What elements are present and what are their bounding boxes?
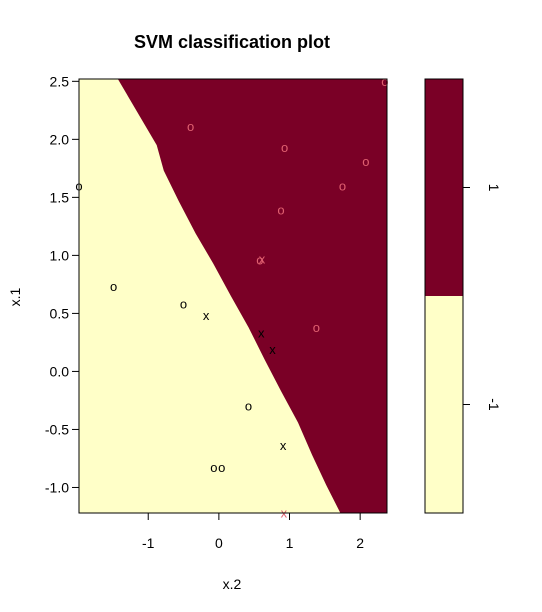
x-tick-label: 0 — [215, 535, 223, 551]
data-point: o — [313, 320, 320, 335]
x-tick-label: 1 — [286, 535, 294, 551]
data-points: ooooooxooxoooxxxoxoo — [75, 74, 388, 521]
data-point: o — [256, 253, 263, 268]
plot-area: ooooooxooxoooxxxoxoo — [75, 74, 388, 521]
chart-title: SVM classification plot — [134, 32, 330, 52]
y-tick-label: 0.5 — [50, 305, 70, 321]
region-class-1 — [117, 79, 387, 513]
x-tick-label: -1 — [142, 535, 155, 551]
data-point: o — [362, 154, 369, 169]
x-axis-label: x.2 — [223, 576, 242, 592]
y-tick-label: 1.5 — [50, 189, 70, 205]
legend-swatch-neg1 — [425, 296, 463, 513]
legend-frame — [424, 78, 464, 514]
data-point: o — [339, 178, 346, 193]
y-tick-label: -1.0 — [45, 479, 69, 495]
y-tick-label: -0.5 — [45, 421, 69, 437]
data-point: x — [258, 326, 265, 341]
y-tick-label: 2.5 — [50, 73, 70, 89]
data-point: x — [259, 251, 266, 266]
legend-swatch-1 — [425, 79, 463, 296]
data-point: o — [281, 140, 288, 155]
y-axis: -1.0 -0.5 0.0 0.5 1.0 1.5 2.0 2.5 — [45, 73, 80, 495]
data-point: x — [203, 308, 210, 323]
data-point: o — [180, 297, 187, 312]
data-point: x — [280, 438, 287, 453]
data-point: o — [187, 119, 194, 134]
y-axis-label: x.1 — [7, 287, 23, 306]
legend-colorbar: 1 -1 — [424, 78, 502, 514]
data-point: x — [269, 342, 276, 357]
data-point: o — [277, 203, 284, 218]
x-axis: -1 0 1 2 — [142, 512, 364, 551]
data-point: o — [218, 460, 225, 475]
legend-label: -1 — [486, 398, 502, 411]
y-tick-label: 0.0 — [50, 363, 70, 379]
data-point: o — [110, 279, 117, 294]
data-point: o — [381, 74, 388, 89]
data-point: o — [245, 399, 252, 414]
y-tick-label: 2.0 — [50, 131, 70, 147]
data-point: o — [210, 460, 217, 475]
legend-label: 1 — [486, 184, 502, 192]
x-tick-label: 2 — [356, 535, 364, 551]
y-tick-label: 1.0 — [50, 247, 70, 263]
